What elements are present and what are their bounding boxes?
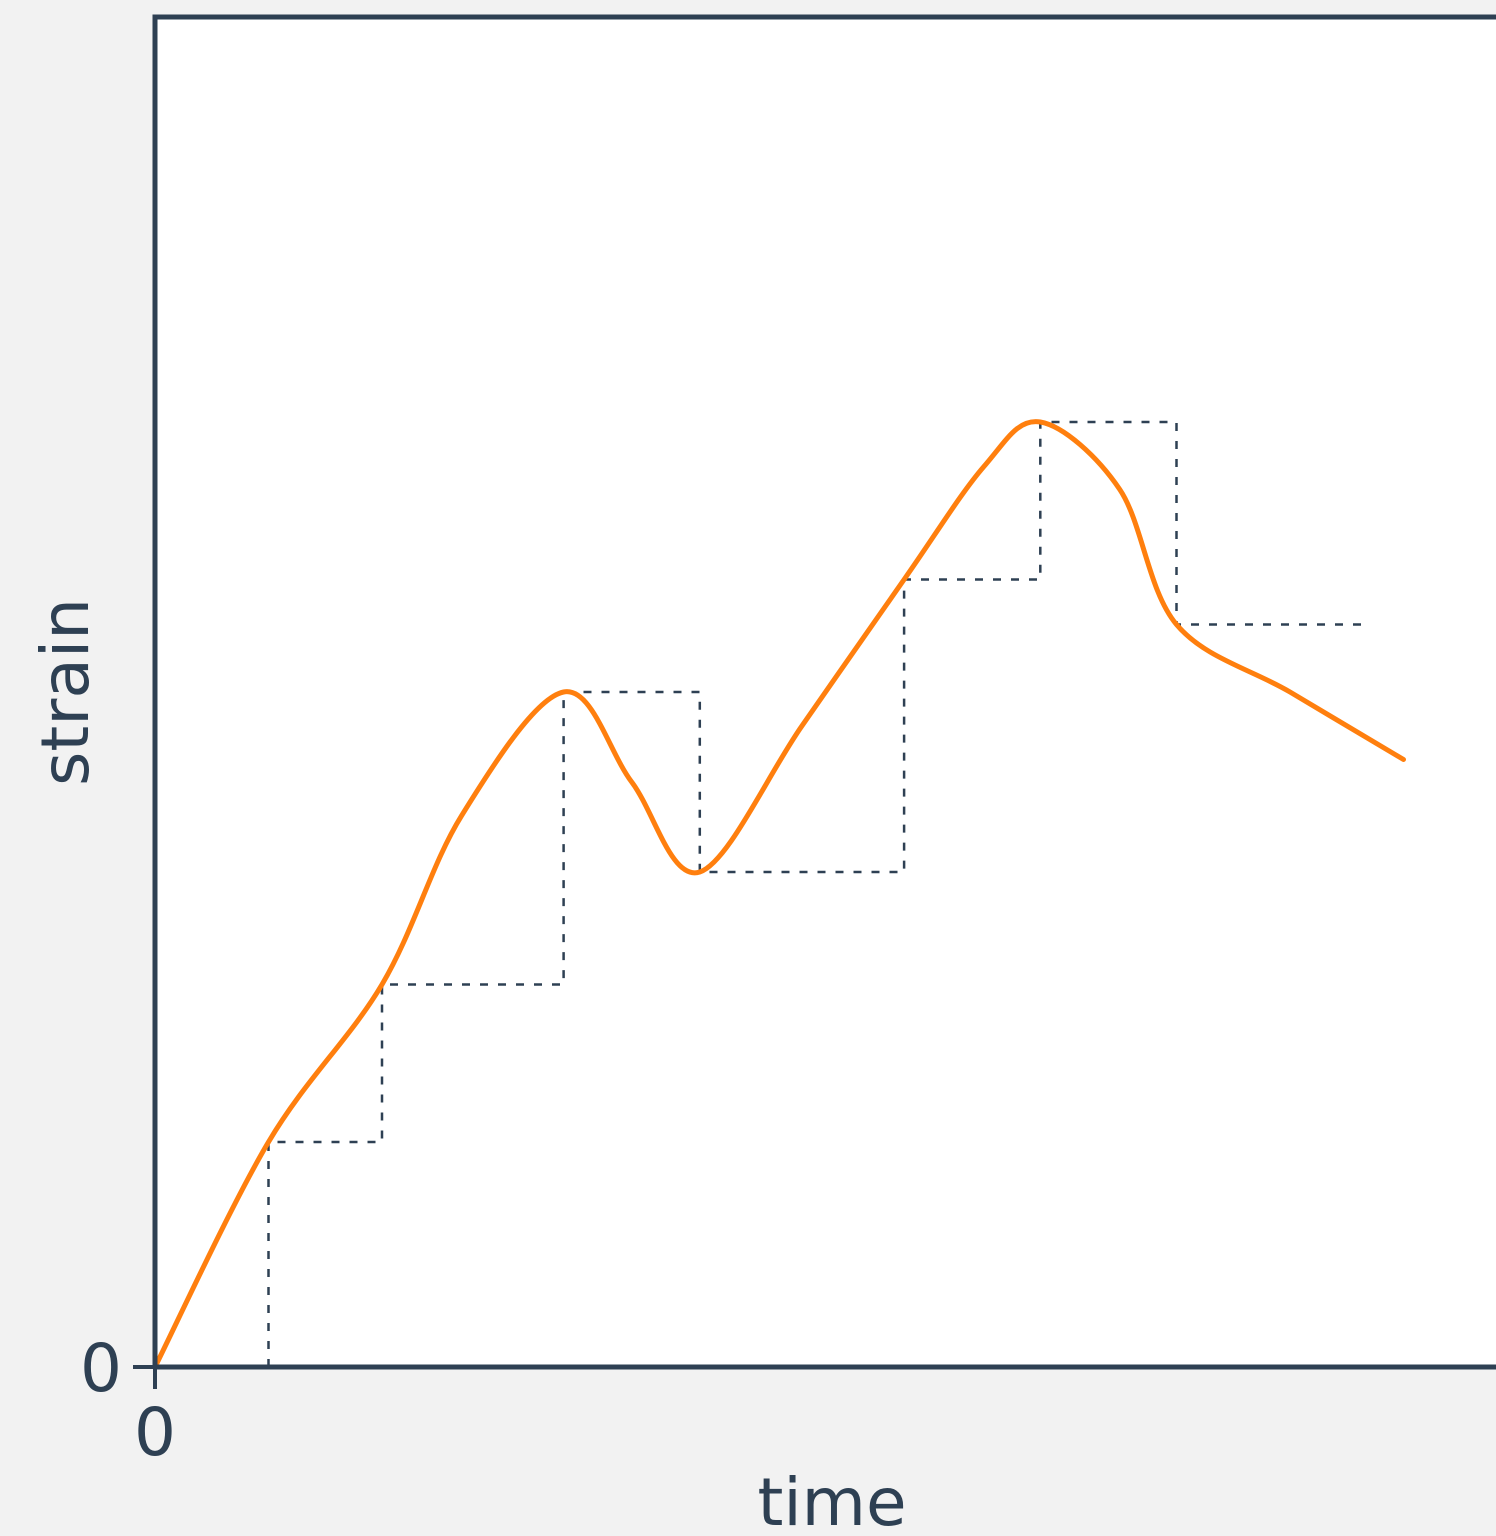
y-tick-label: 0 xyxy=(80,1330,122,1407)
x-axis-label: time xyxy=(757,1464,906,1536)
axes-layer xyxy=(133,14,1496,1389)
y-axis-label: strain xyxy=(27,598,104,786)
x-tick-label: 0 xyxy=(134,1394,176,1471)
series-layer xyxy=(152,419,1406,1370)
axis-frame xyxy=(152,14,1496,1367)
step-series-line xyxy=(267,420,1370,1367)
strain-curve-line xyxy=(152,419,1406,1370)
